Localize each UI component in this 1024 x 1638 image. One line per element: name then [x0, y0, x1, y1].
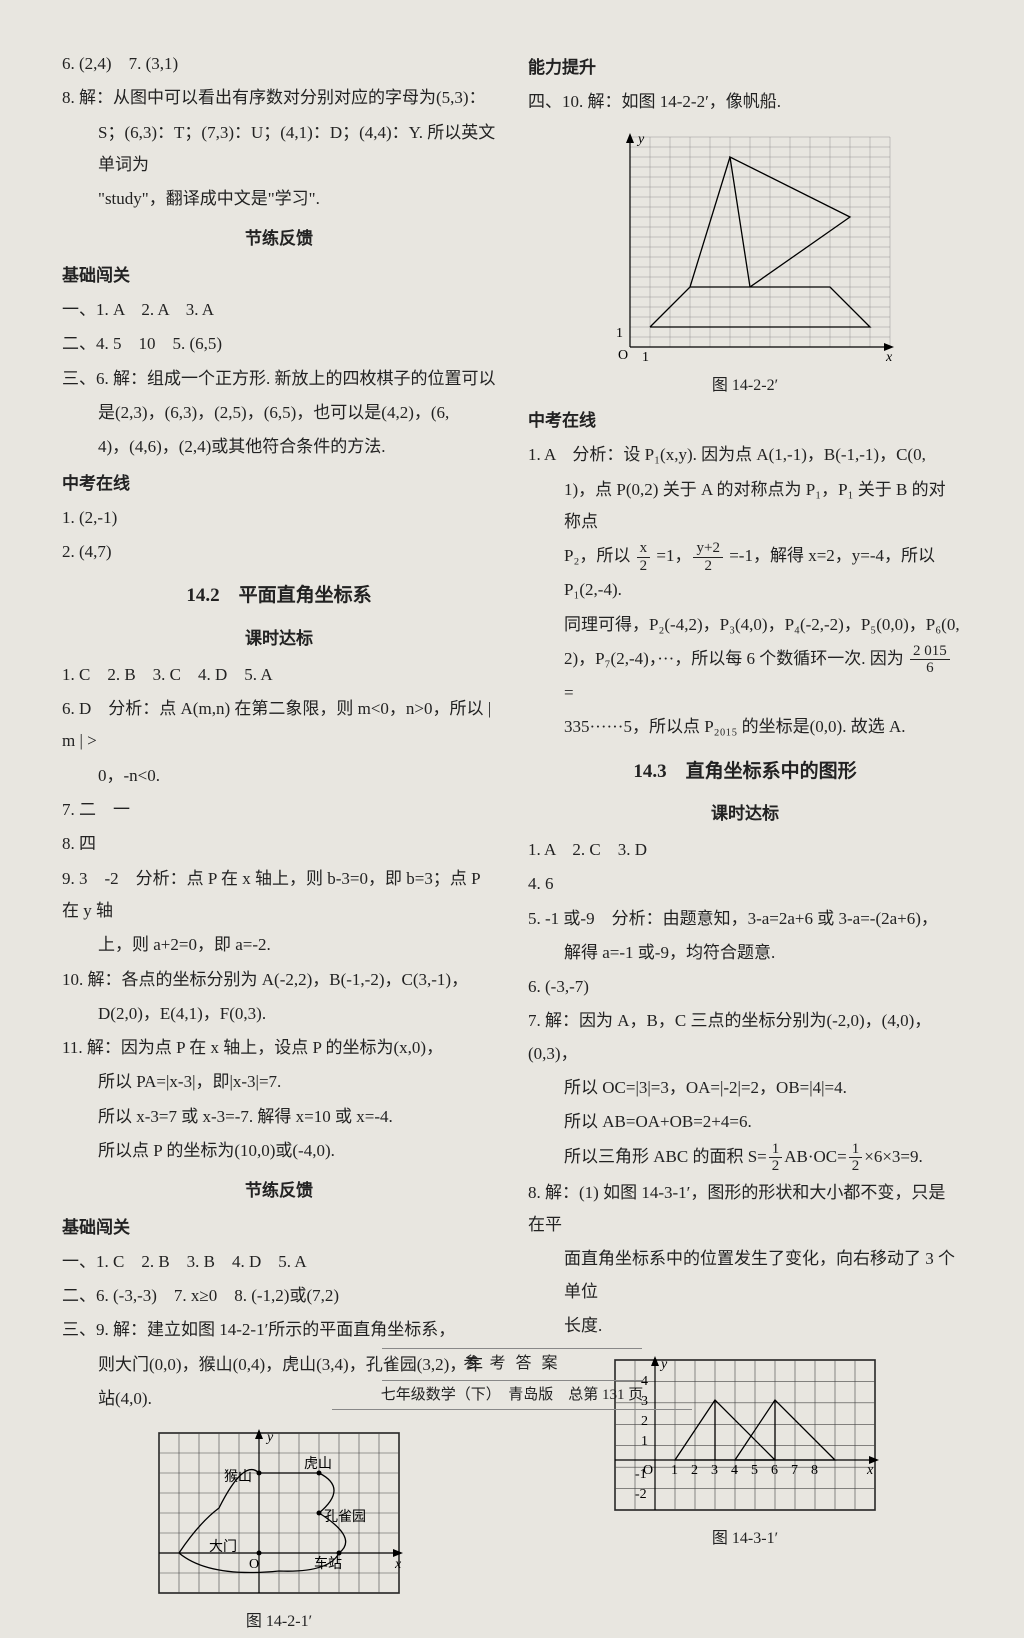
figure-caption: 图 14-2-2′ [528, 371, 962, 401]
svg-text:1: 1 [671, 1463, 678, 1478]
text: 二、6. (-3,-3) 7. x≥0 8. (-1,2)或(7,2) [62, 1280, 496, 1312]
svg-text:6: 6 [771, 1463, 778, 1478]
text: 所以 OC=|3|=3，OA=|-2|=2，OB=|4|=4. [528, 1072, 962, 1104]
text: "study"，翻译成中文是"学习". [62, 183, 496, 215]
svg-text:x: x [394, 1557, 402, 1572]
svg-text:虎山: 虎山 [304, 1456, 332, 1472]
svg-text:7: 7 [791, 1463, 798, 1478]
text: 长度. [528, 1310, 962, 1342]
text: 7. 二 一 [62, 794, 496, 826]
svg-text:O: O [618, 348, 628, 363]
text: 2. (4,7) [62, 536, 496, 568]
svg-text:y: y [636, 132, 645, 147]
text: 同理可得，P₂(-4,2)，P₃(4,0)，P₄(-2,-2)，P₅(0,0)，… [528, 609, 962, 641]
text: 一、1. C 2. B 3. B 4. D 5. A [62, 1246, 496, 1278]
footer-title: 参 考 答 案 [382, 1348, 642, 1380]
svg-text:x: x [885, 350, 893, 365]
text: 335······5，所以点 P₂₀₁₅ 的坐标是(0,0). 故选 A. [528, 711, 962, 743]
text: 面直角坐标系中的位置发生了变化，向右移动了 3 个单位 [528, 1243, 962, 1308]
text: S；(6,3)：T；(7,3)：U；(4,1)：D；(4,4)：Y. 所以英文单… [62, 117, 496, 182]
svg-text:-1: -1 [635, 1467, 647, 1482]
svg-text:猴山: 猴山 [224, 1469, 252, 1485]
subheading: 基础闯关 [62, 260, 496, 292]
left-column: 6. (2,4) 7. (3,1) 8. 解：从图中可以看出有序数对分别对应的字… [62, 48, 496, 1348]
section-title: 节练反馈 [62, 1175, 496, 1207]
svg-text:车站: 车站 [314, 1555, 342, 1572]
svg-text:1: 1 [642, 350, 649, 365]
text: 三、6. 解：组成一个正方形. 新放上的四枚棋子的位置可以 [62, 363, 496, 395]
svg-text:y: y [265, 1430, 274, 1445]
text: 9. 3 -2 分析：点 P 在 x 轴上，则 b-3=0，即 b=3；点 P … [62, 863, 496, 928]
text: 0，-n<0. [62, 760, 496, 792]
text: 1. A 2. C 3. D [528, 834, 962, 866]
text: 8. 四 [62, 828, 496, 860]
text: 1. A 分析：设 P₁(x,y). 因为点 A(1,-1)，B(-1,-1)，… [528, 439, 962, 471]
text: 10. 解：各点的坐标分别为 A(-2,2)，B(-1,-2)，C(3,-1)， [62, 964, 496, 996]
figure-14-2-2: O 1 1 x y 图 14-2-2′ [528, 127, 962, 401]
subheading: 能力提升 [528, 52, 962, 84]
text: 所以 PA=|x-3|，即|x-3|=7. [62, 1066, 496, 1098]
page-footer: 参 考 答 案 七年级数学（下） 青岛版 总第 131 页 [0, 1348, 1024, 1410]
text: 4. 6 [528, 868, 962, 900]
figure-caption: 图 14-3-1′ [528, 1524, 962, 1554]
svg-text:8: 8 [811, 1463, 818, 1478]
text: 11. 解：因为点 P 在 x 轴上，设点 P 的坐标为(x,0)， [62, 1032, 496, 1064]
svg-text:-2: -2 [635, 1487, 647, 1502]
figure-14-2-1: 猴山 虎山 孔雀园 大门 车站 O x y 图 14-2-1′ [62, 1423, 496, 1637]
svg-text:大门: 大门 [209, 1539, 237, 1555]
section-title: 节练反馈 [62, 223, 496, 255]
svg-text:1: 1 [616, 326, 623, 341]
footer-pageinfo: 七年级数学（下） 青岛版 总第 131 页 [332, 1381, 692, 1411]
section-title: 课时达标 [528, 798, 962, 830]
subheading: 中考在线 [62, 468, 496, 500]
svg-text:1: 1 [641, 1434, 648, 1449]
text: 8. 解：(1) 如图 14-3-1′，图形的形状和大小都不变，只是在平 [528, 1177, 962, 1242]
svg-text:O: O [249, 1557, 259, 1572]
svg-text:x: x [866, 1463, 874, 1478]
svg-text:5: 5 [751, 1463, 758, 1478]
text: 上，则 a+2=0，即 a=-2. [62, 929, 496, 961]
text: 8. 解：从图中可以看出有序数对分别对应的字母为(5,3)： [62, 82, 496, 114]
text: 6. D 分析：点 A(m,n) 在第二象限，则 m<0，n>0，所以 | m … [62, 693, 496, 758]
svg-text:2: 2 [641, 1414, 648, 1429]
text: 解得 a=-1 或-9，均符合题意. [528, 937, 962, 969]
text: 2)，P₇(2,-4)，···，所以每 6 个数循环一次. 因为 2 0156 … [528, 643, 962, 709]
text: 三、9. 解：建立如图 14-2-1′所示的平面直角坐标系， [62, 1314, 496, 1346]
text: 四、10. 解：如图 14-2-2′，像帆船. [528, 86, 962, 118]
text: 所以 x-3=7 或 x-3=-7. 解得 x=10 或 x=-4. [62, 1101, 496, 1133]
text: 1. (2,-1) [62, 502, 496, 534]
svg-text:3: 3 [711, 1463, 718, 1478]
subheading: 中考在线 [528, 405, 962, 437]
text: 6. (2,4) 7. (3,1) [62, 48, 496, 80]
text: 所以三角形 ABC 的面积 S=12AB·OC=12×6×3=9. [528, 1141, 962, 1175]
right-column: 能力提升 四、10. 解：如图 14-2-2′，像帆船. O 1 1 x y 图… [528, 48, 962, 1348]
text: 二、4. 5 10 5. (6,5) [62, 328, 496, 360]
text: 是(2,3)，(6,3)，(2,5)，(6,5)，也可以是(4,2)，(6, [62, 397, 496, 429]
subheading: 基础闯关 [62, 1212, 496, 1244]
text: P₂，所以 x2 =1，y+22 =-1，解得 x=2，y=-4，所以 P₁(2… [528, 540, 962, 606]
text: 7. 解：因为 A，B，C 三点的坐标分别为(-2,0)，(4,0)，(0,3)… [528, 1005, 962, 1070]
svg-text:孔雀园: 孔雀园 [324, 1509, 366, 1525]
section-title: 课时达标 [62, 623, 496, 655]
text: 4)，(4,6)，(2,4)或其他符合条件的方法. [62, 431, 496, 463]
figure-caption: 图 14-2-1′ [62, 1607, 496, 1637]
text: 一、1. A 2. A 3. A [62, 294, 496, 326]
text: 6. (-3,-7) [528, 971, 962, 1003]
chapter-title: 14.2 平面直角坐标系 [62, 578, 496, 614]
text: 5. -1 或-9 分析：由题意知，3-a=2a+6 或 3-a=-(2a+6)… [528, 903, 962, 935]
text: 1. C 2. B 3. C 4. D 5. A [62, 659, 496, 691]
svg-text:2: 2 [691, 1463, 698, 1478]
svg-text:4: 4 [731, 1463, 738, 1478]
text: 1)，点 P(0,2) 关于 A 的对称点为 P₁，P₁ 关于 B 的对称点 [528, 474, 962, 539]
text: D(2,0)，E(4,1)，F(0,3). [62, 998, 496, 1030]
chapter-title: 14.3 直角坐标系中的图形 [528, 754, 962, 790]
text: 所以点 P 的坐标为(10,0)或(-4,0). [62, 1135, 496, 1167]
text: 所以 AB=OA+OB=2+4=6. [528, 1106, 962, 1138]
